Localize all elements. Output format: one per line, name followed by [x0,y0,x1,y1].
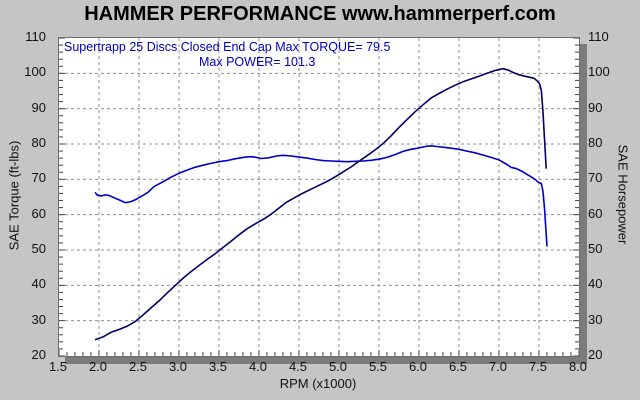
y-right-tick-label: 100 [588,64,610,80]
x-tick-label: 2.0 [88,359,108,374]
y-left-tick-label: 30 [31,311,46,327]
x-tick-label: 4.5 [288,359,308,374]
y-right-tick-label: 20 [588,347,603,362]
y-left-tick-label: 90 [31,99,46,115]
y-right-tick-label: 70 [588,170,603,186]
x-tick-label: 1.5 [48,359,68,374]
y-left-tick-label: 40 [31,276,46,292]
y-left-tick-label: 110 [25,29,46,44]
y-left-tick-label: 60 [31,205,46,221]
y-left-tick-label: 80 [31,135,46,150]
x-tick-label: 7.5 [528,359,548,374]
y-left-tick-label: 20 [31,347,46,362]
y-left-tick-label: 50 [31,241,46,256]
y-left-tick-label: 70 [31,170,46,186]
power-curve [94,67,547,341]
y-right-tick-label: 110 [588,29,609,44]
dyno-plot-svg [59,38,579,356]
y-right-tick-label: 50 [588,241,603,256]
y-right-tick-label: 30 [588,311,603,327]
x-axis-title: RPM (x1000) [279,376,357,391]
x-tick-label: 8.0 [568,359,588,374]
y-right-tick-label: 90 [588,99,603,115]
x-tick-label: 3.0 [168,359,188,374]
x-tick-label: 7.0 [488,359,508,374]
y-right-tick-label: 60 [588,205,603,221]
y-right-tick-label: 80 [588,135,603,150]
chart-title: HAMMER PERFORMANCE www.hammerperf.com [84,3,556,25]
x-tick-label: 6.0 [408,359,428,374]
y-right-tick-label: 40 [588,276,603,292]
x-tick-label: 5.5 [368,359,388,374]
plot-area: Supertrapp 25 Discs Closed End Cap Max T… [58,37,580,357]
x-tick-label: 5.0 [328,359,348,374]
x-tick-label: 3.5 [208,359,228,374]
x-tick-label: 2.5 [128,359,148,374]
x-tick-label: 6.5 [448,359,468,374]
annotation-max-power: Max POWER= 101.3 [199,55,316,69]
annotation-run-info: Supertrapp 25 Discs Closed End Cap Max T… [64,40,391,54]
torque-curve [94,145,548,247]
y-left-tick-label: 100 [24,64,46,80]
x-tick-label: 4.0 [248,359,268,374]
